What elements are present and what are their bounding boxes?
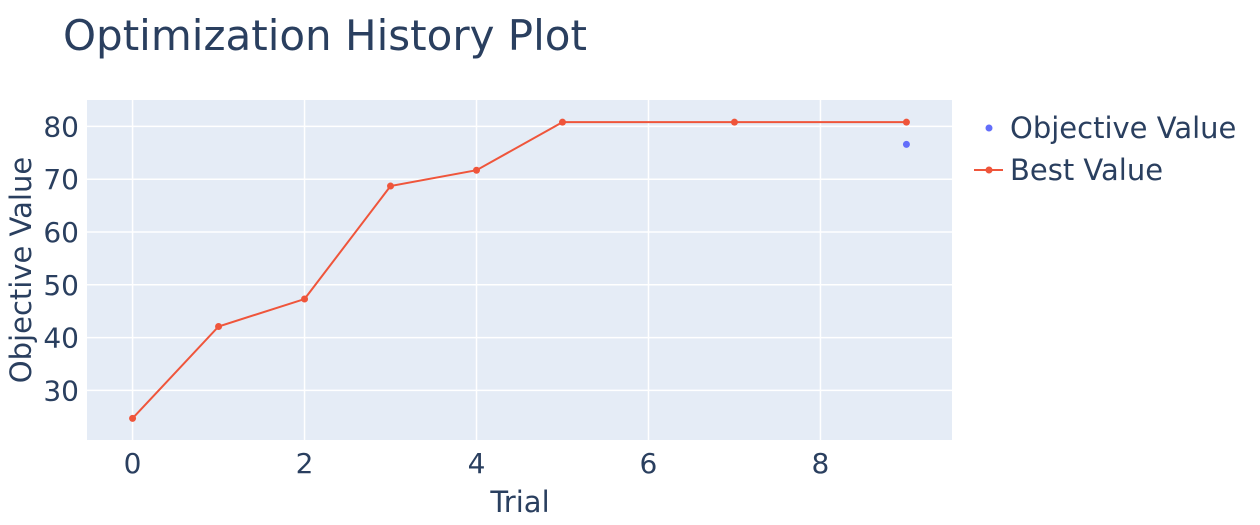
data-point[interactable] xyxy=(301,295,309,303)
y-tick-label: 30 xyxy=(43,374,79,407)
x-axis-title: Trial xyxy=(489,485,549,519)
data-point[interactable] xyxy=(902,118,910,126)
grid-lines xyxy=(87,100,952,440)
series-line xyxy=(131,121,907,420)
x-tick-label: 8 xyxy=(812,447,830,480)
y-tick-label: 60 xyxy=(43,216,79,249)
data-point[interactable] xyxy=(473,166,481,174)
series-best-value xyxy=(129,118,910,422)
y-tick-label: 50 xyxy=(43,269,79,302)
legend-item[interactable]: Objective Value xyxy=(985,111,1237,145)
legend-label: Best Value xyxy=(1010,153,1163,187)
x-tick-label: 0 xyxy=(124,447,142,480)
y-axis-ticks: 30 40 50 60 70 80 xyxy=(43,110,79,407)
data-point[interactable] xyxy=(215,322,223,330)
data-point[interactable] xyxy=(730,118,738,126)
series-objective-value xyxy=(902,140,910,148)
legend-label: Objective Value xyxy=(1010,111,1236,145)
y-tick-label: 70 xyxy=(43,163,79,196)
legend-marker-icon xyxy=(985,166,993,174)
data-point[interactable] xyxy=(129,414,137,422)
legend-marker-icon xyxy=(985,124,993,132)
x-tick-label: 2 xyxy=(296,447,314,480)
x-axis-ticks: 0 2 4 6 8 xyxy=(124,447,830,480)
plot-area[interactable] xyxy=(87,100,952,440)
x-tick-label: 6 xyxy=(640,447,658,480)
x-tick-label: 4 xyxy=(468,447,486,480)
data-point[interactable] xyxy=(902,140,910,148)
data-point[interactable] xyxy=(387,182,395,190)
y-axis-title: Objective Value xyxy=(4,157,38,383)
series-layer xyxy=(129,118,910,422)
y-tick-label: 80 xyxy=(43,110,79,143)
legend-item[interactable]: Best Value xyxy=(974,153,1163,187)
chart-title: Optimization History Plot xyxy=(63,11,587,60)
legend[interactable]: Objective Value Best Value xyxy=(974,111,1236,187)
y-tick-label: 40 xyxy=(43,322,79,355)
data-point[interactable] xyxy=(558,118,566,126)
